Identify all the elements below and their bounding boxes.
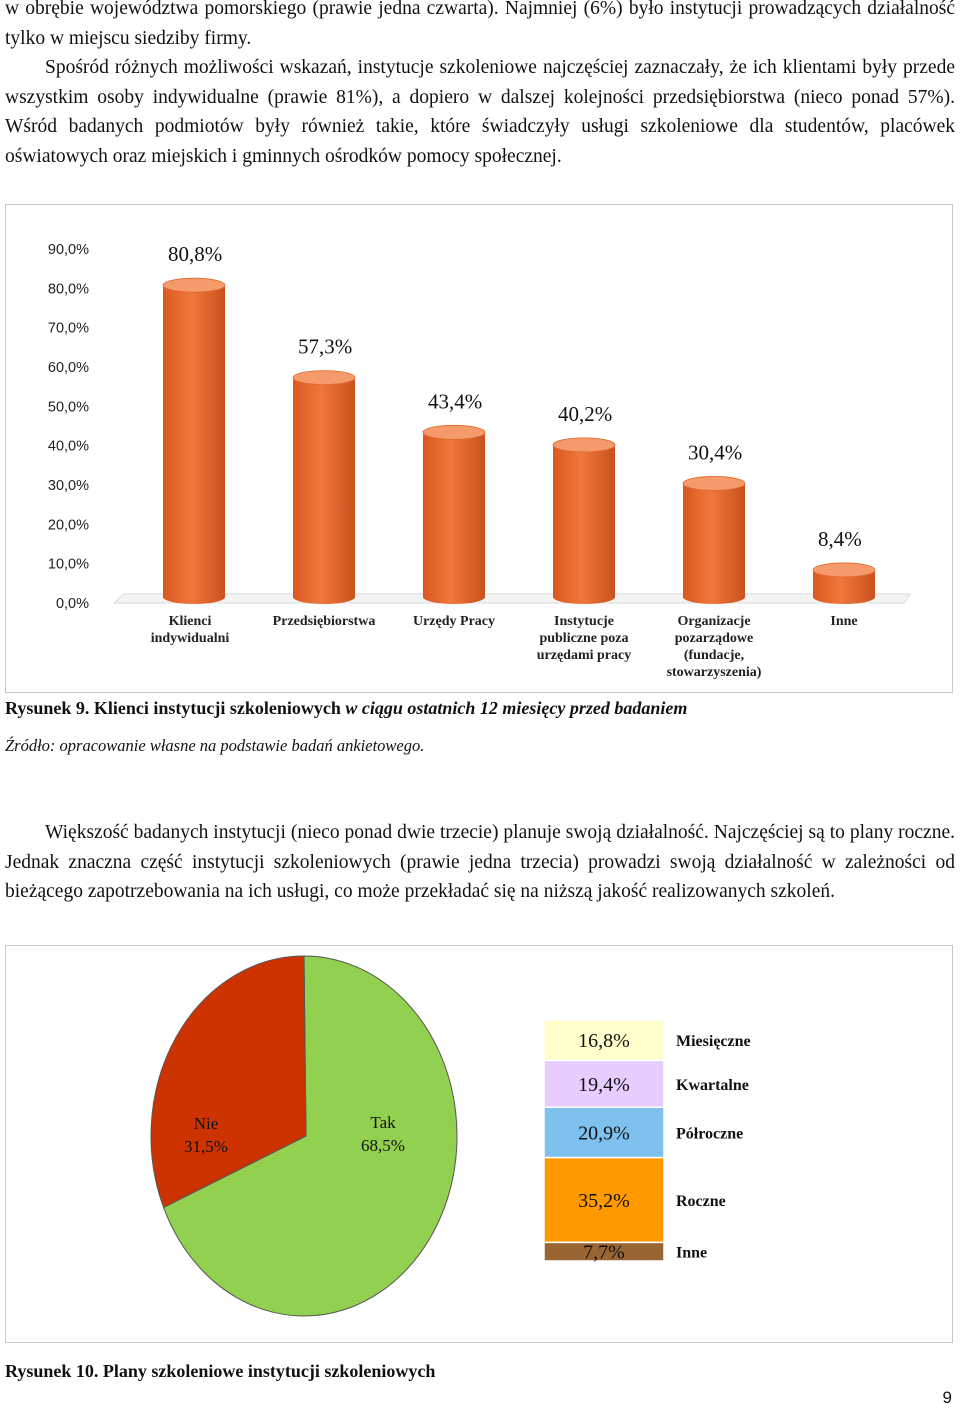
bar-value-label: 40,2% (558, 402, 612, 426)
figure-10-caption: Rysunek 10. Plany szkoleniowe instytucji… (5, 1361, 435, 1382)
pie-slice-nie (150, 955, 307, 1209)
bar-top (162, 277, 226, 293)
y-tick-label: 40,0% (48, 439, 89, 455)
y-tick-label: 60,0% (48, 360, 89, 376)
bar-value-label: 80,8% (168, 242, 222, 266)
breakdown-segment (543, 1156, 665, 1244)
bar-chart: 0,0% 10,0% 20,0% 30,0% 40,0% 50,0% 60,0% 70,0% 8… (48, 242, 911, 680)
y-tick-label: 70,0% (48, 321, 89, 337)
bar (422, 424, 486, 604)
category-label: (fundacje, (684, 648, 744, 663)
category-label: urzędami pracy (537, 648, 631, 663)
pie-value-nie: 31,5% (184, 1137, 228, 1156)
bar (682, 476, 746, 604)
breakdown-segment (543, 1059, 665, 1108)
paragraph-text: Większość badanych instytucji (nieco pon… (5, 822, 955, 903)
breakdown-segment (543, 1106, 665, 1159)
bar-body (813, 569, 875, 604)
bar-top (552, 437, 616, 453)
bar-top (812, 562, 876, 578)
bar-value-label: 8,4% (818, 527, 862, 551)
figure-10-caption-bold: Rysunek 10. Plany szkoleniowe instytucji… (5, 1361, 436, 1381)
paragraph-planning: Większość badanych instytucji (nieco pon… (5, 818, 955, 907)
figure-9-caption-bold: Rysunek 9. Klienci instytucji szkoleniow… (5, 698, 341, 718)
page-number: 9 (942, 1388, 952, 1407)
category-label: Organizacje (677, 614, 750, 629)
breakdown-segment (543, 1241, 665, 1262)
pie-value-tak: 68,5% (361, 1136, 405, 1155)
bar-top (682, 476, 746, 491)
bar-body (423, 432, 485, 604)
category-label: Przedsiębiorstwa (273, 614, 376, 629)
breakdown-value-label: 16,8% (578, 1030, 630, 1052)
y-tick-label: 20,0% (48, 517, 89, 533)
bar (552, 437, 616, 604)
breakdown-value-label: 20,9% (578, 1122, 630, 1144)
bar-value-label: 30,4% (688, 440, 742, 464)
y-tick-label: 0,0% (56, 596, 89, 612)
breakdown-value-label: 19,4% (578, 1074, 630, 1096)
bar-body (683, 483, 745, 604)
figure-9-source: Źródło: opracowanie własne na podstawie … (5, 736, 425, 755)
bar-body (163, 285, 225, 604)
y-tick-label: 10,0% (48, 557, 89, 573)
paragraph-continuation: w obrębie województwa pomorskiego (prawi… (5, 0, 955, 53)
category-label: indywidualni (151, 631, 230, 646)
breakdown-category-label: Kwartalne (676, 1077, 749, 1094)
y-tick-label: 30,0% (48, 478, 89, 494)
figure-9-caption-italic: w ciągu ostatnich 12 miesięcy przed bada… (345, 698, 688, 718)
y-tick-label: 90,0% (48, 242, 89, 258)
y-tick-label: 80,0% (48, 281, 89, 297)
pie-chart-frame: Nie 31,5% Tak 68,5% 16,8% Miesięczne 19,4% Kwar… (5, 945, 953, 1343)
category-label: Klienci (169, 614, 212, 629)
bar-top (292, 370, 356, 386)
chart-floor (112, 593, 911, 604)
pie-label-tak: Tak (370, 1113, 396, 1132)
bar-value-label: 43,4% (428, 389, 482, 413)
category-label: Inne (830, 614, 857, 629)
paragraph-clients: Spośród różnych możliwości wskazań, inst… (5, 53, 955, 171)
category-label: Urzędy Pracy (413, 614, 495, 629)
bar (292, 370, 356, 604)
bar-body (293, 377, 355, 604)
figure-9-caption: Rysunek 9. Klienci instytucji szkoleniow… (5, 698, 687, 719)
pie-slice-tak (162, 955, 458, 1317)
breakdown-value-label: 7,7% (583, 1242, 625, 1264)
breakdown-category-label: Roczne (676, 1193, 726, 1210)
breakdown-category-label: Inne (676, 1245, 707, 1262)
breakdown-value-label: 35,2% (578, 1190, 630, 1212)
breakdown-category-label: Miesięczne (676, 1033, 751, 1050)
pie-label-nie: Nie (194, 1114, 219, 1133)
bar-chart-frame: 0,0% 10,0% 20,0% 30,0% 40,0% 50,0% 60,0% 70,0% 8… (5, 204, 953, 693)
bar-top (422, 424, 486, 440)
bar-body (553, 444, 615, 604)
breakdown-segment (543, 1019, 665, 1062)
category-label: pozarządowe (675, 631, 754, 646)
bar (812, 562, 876, 604)
paragraph-text: w obrębie województwa pomorskiego (prawi… (5, 0, 955, 49)
y-tick-label: 50,0% (48, 399, 89, 415)
paragraph-text: Spośród różnych możliwości wskazań, inst… (5, 57, 955, 167)
breakdown-category-label: Półroczne (676, 1125, 743, 1142)
bar (162, 277, 226, 604)
pie-chart: Nie 31,5% Tak 68,5% 16,8% Miesięczne 19,4% Kwar… (150, 955, 751, 1317)
category-label: Instytucje (554, 614, 614, 629)
category-label: publiczne poza (539, 631, 628, 646)
category-label: stowarzyszenia) (667, 665, 762, 680)
bar-value-label: 57,3% (298, 335, 352, 359)
